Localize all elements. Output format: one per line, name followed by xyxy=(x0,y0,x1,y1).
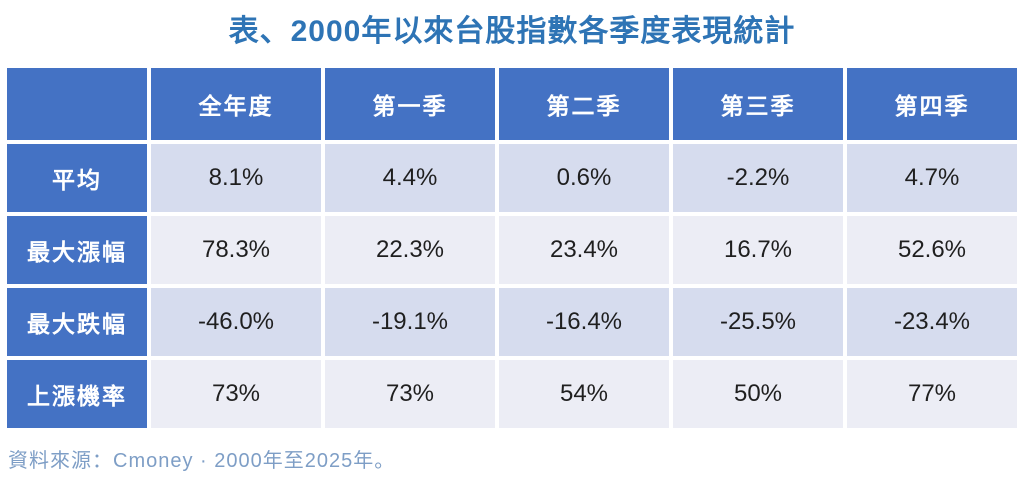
column-header-q3: 第三季 xyxy=(673,68,843,140)
table-cell: 22.3% xyxy=(325,216,495,284)
table-cell: -23.4% xyxy=(847,288,1017,356)
table-header-row: 全年度 第一季 第二季 第三季 第四季 xyxy=(7,68,1017,140)
table-cell: 8.1% xyxy=(151,144,321,212)
source-note: 資料來源：Cmoney · 2000年至2025年。 xyxy=(8,450,396,472)
table-cell: 54% xyxy=(499,360,669,428)
quarterly-stats-table: 全年度 第一季 第二季 第三季 第四季 平均 8.1% 4.4% 0.6% -2… xyxy=(3,64,1021,432)
row-label: 平均 xyxy=(7,144,147,212)
table-row-max-gain: 最大漲幅 78.3% 22.3% 23.4% 16.7% 52.6% xyxy=(7,216,1017,284)
table-cell: 4.4% xyxy=(325,144,495,212)
table-cell: 23.4% xyxy=(499,216,669,284)
row-label: 上漲機率 xyxy=(7,360,147,428)
table-cell: 73% xyxy=(325,360,495,428)
column-header-full-year: 全年度 xyxy=(151,68,321,140)
table-cell: -46.0% xyxy=(151,288,321,356)
row-label: 最大跌幅 xyxy=(7,288,147,356)
table-cell: -2.2% xyxy=(673,144,843,212)
table-cell: 73% xyxy=(151,360,321,428)
table-cell: 16.7% xyxy=(673,216,843,284)
column-header-q1: 第一季 xyxy=(325,68,495,140)
table-cell: -25.5% xyxy=(673,288,843,356)
table-cell: 4.7% xyxy=(847,144,1017,212)
column-header-q4: 第四季 xyxy=(847,68,1017,140)
column-header-q2: 第二季 xyxy=(499,68,669,140)
table-cell: -16.4% xyxy=(499,288,669,356)
table-cell: 77% xyxy=(847,360,1017,428)
page-title: 表、2000年以來台股指數各季度表現統計 xyxy=(228,15,796,48)
corner-cell xyxy=(7,68,147,140)
table-cell: 78.3% xyxy=(151,216,321,284)
table-row-max-loss: 最大跌幅 -46.0% -19.1% -16.4% -25.5% -23.4% xyxy=(7,288,1017,356)
table-row-up-probability: 上漲機率 73% 73% 54% 50% 77% xyxy=(7,360,1017,428)
table-row-average: 平均 8.1% 4.4% 0.6% -2.2% 4.7% xyxy=(7,144,1017,212)
table-cell: 0.6% xyxy=(499,144,669,212)
table-cell: -19.1% xyxy=(325,288,495,356)
row-label: 最大漲幅 xyxy=(7,216,147,284)
table-cell: 52.6% xyxy=(847,216,1017,284)
table-cell: 50% xyxy=(673,360,843,428)
